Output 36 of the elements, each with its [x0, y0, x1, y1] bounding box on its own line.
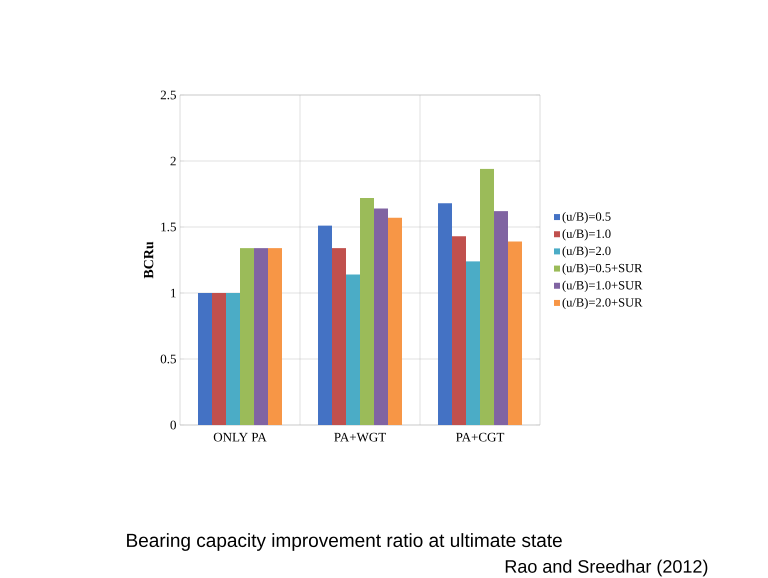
y-tick-label: 1.5	[161, 222, 176, 232]
x-tick-label: PA+CGT	[456, 432, 504, 442]
y-tick-label: 1	[171, 288, 176, 298]
bar	[268, 248, 282, 425]
legend-label: (u/B)=0.5+SUR	[562, 263, 642, 275]
y-tick-label: 0	[170, 420, 176, 430]
bar	[254, 248, 268, 425]
bar	[466, 261, 480, 425]
bar	[212, 292, 226, 425]
legend-label: (u/B)=1.0	[562, 229, 611, 240]
bar	[240, 248, 254, 425]
bar	[360, 198, 374, 425]
x-tick-label: ONLY PA	[214, 432, 267, 442]
bar	[332, 248, 346, 425]
bar	[388, 218, 402, 425]
bar	[452, 236, 466, 425]
legend-label: (u/B)=2.0	[562, 246, 611, 258]
bar	[438, 203, 452, 425]
y-tick-label: 2	[170, 156, 176, 166]
bar	[480, 168, 494, 425]
legend-label: (u/B)=1.0+SUR	[562, 280, 642, 292]
x-tick-label: PA+WGT	[334, 432, 386, 442]
legend-label: (u/B)=0.5	[562, 212, 611, 224]
legend-label: (u/B)=2.0+SUR	[562, 298, 642, 310]
bar	[346, 274, 360, 425]
y-tick-label: 0.5	[160, 354, 176, 364]
text: Bearing capacity improvement ratio at ultimate state	[127, 533, 562, 551]
y-axis-title: BCRu	[144, 242, 154, 278]
bar	[226, 292, 240, 425]
bar	[318, 226, 332, 425]
bar	[508, 242, 522, 425]
y-tick-label: 2.5	[160, 90, 176, 100]
bar	[494, 211, 508, 425]
text: Rao and Sreedhar (2012)	[506, 560, 708, 576]
bar	[374, 208, 388, 425]
bar	[198, 292, 212, 425]
